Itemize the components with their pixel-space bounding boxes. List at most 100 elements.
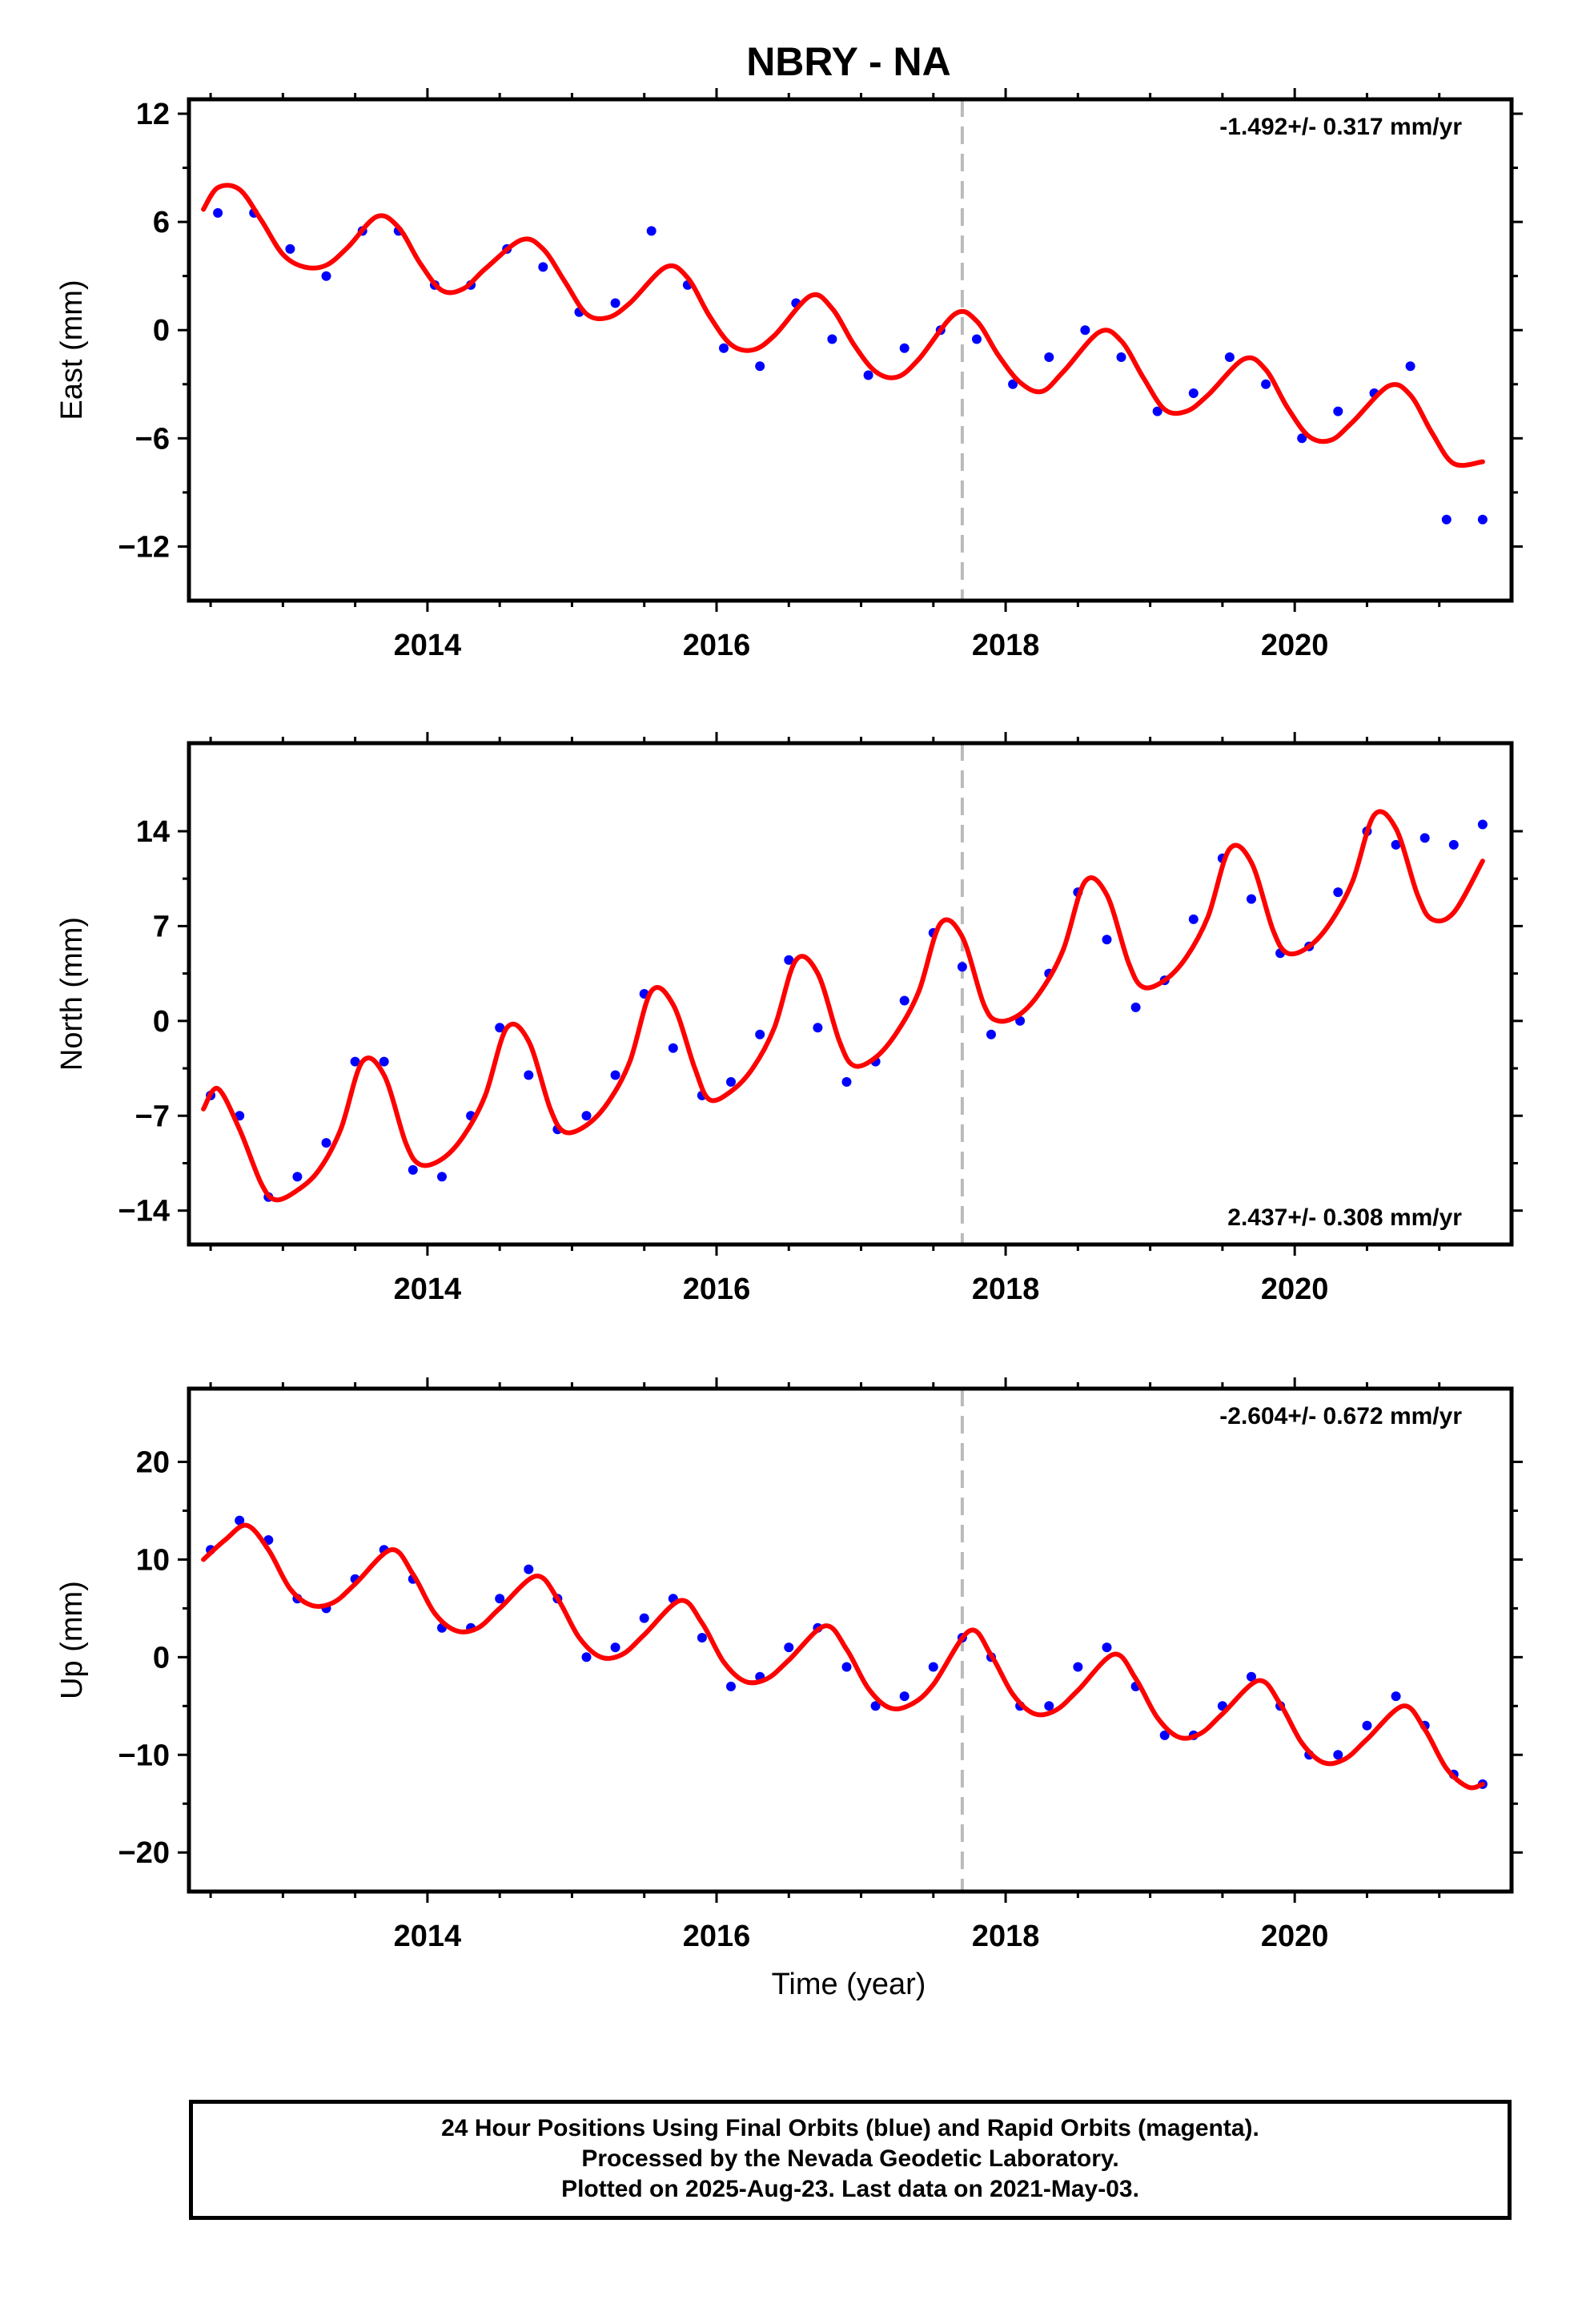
- y-tick-label: −7: [135, 1100, 170, 1133]
- data-point: [1247, 1671, 1256, 1682]
- data-point: [755, 361, 765, 372]
- data-point: [719, 343, 729, 353]
- data-point: [379, 1056, 389, 1067]
- data-point: [524, 1564, 534, 1574]
- data-point: [668, 1043, 678, 1053]
- data-point: [524, 1070, 534, 1080]
- data-point: [285, 243, 295, 254]
- data-point: [1333, 887, 1343, 898]
- data-point: [610, 1642, 620, 1653]
- x-tick-label: 2018: [972, 1920, 1040, 1953]
- x-tick-label: 2014: [394, 1920, 462, 1953]
- data-point: [1261, 379, 1271, 389]
- y-tick-label: −14: [118, 1195, 170, 1228]
- rate-label-east: -1.492+/- 0.317 mm/yr: [1219, 114, 1462, 140]
- data-point: [581, 1652, 592, 1663]
- data-point: [1477, 819, 1488, 830]
- panel-north: 2014 2016 2018 2020 14 7 0 −7 −14 North (mm) 2.437…: [55, 732, 1523, 1306]
- data-point: [899, 1691, 909, 1702]
- fit-curve: [201, 1522, 1485, 1791]
- y-tick-label: 12: [136, 98, 170, 131]
- data-point: [646, 226, 656, 236]
- data-point: [292, 1172, 303, 1182]
- footer-line-3: Plotted on 2025-Aug-23. Last data on 202…: [561, 2176, 1139, 2202]
- data-point: [726, 1681, 736, 1691]
- data-point: [1391, 839, 1401, 850]
- data-point: [784, 955, 794, 965]
- panel-plot-area-up: [201, 1389, 1488, 1892]
- data-point: [1044, 352, 1054, 362]
- data-point: [1102, 935, 1112, 945]
- x-tick-label: 2016: [683, 1920, 751, 1953]
- data-point: [928, 1662, 938, 1672]
- y-axis-label-north: North (mm): [55, 917, 89, 1071]
- data-point: [1130, 1002, 1141, 1012]
- data-point: [870, 1701, 881, 1711]
- data-point: [726, 1077, 736, 1087]
- y-tick-label: −20: [118, 1836, 170, 1870]
- y-tick-label: −12: [118, 530, 170, 564]
- data-point: [1362, 1720, 1372, 1731]
- footer-line-1: 24 Hour Positions Using Final Orbits (bl…: [441, 2115, 1259, 2141]
- footer-line-2: Processed by the Nevada Geodetic Laborat…: [581, 2145, 1119, 2172]
- x-tick-label: 2020: [1261, 1273, 1329, 1306]
- data-point: [1044, 1701, 1054, 1711]
- y-axis-label-east: East (mm): [55, 279, 89, 420]
- data-point: [827, 334, 837, 344]
- data-point: [1080, 325, 1090, 336]
- data-point: [350, 1056, 360, 1067]
- data-point: [1477, 514, 1488, 525]
- x-tick-label: 2014: [394, 629, 462, 662]
- data-point: [1116, 352, 1126, 362]
- panel-frame: [187, 1386, 1514, 1894]
- data-point: [1333, 406, 1343, 416]
- figure-title: NBRY - NA: [746, 39, 951, 84]
- panel-plot-area-north: [201, 743, 1488, 1244]
- data-point: [437, 1172, 447, 1182]
- data-point: [1073, 1662, 1083, 1672]
- x-tick-label: 2016: [683, 629, 751, 662]
- y-tick-label: −6: [135, 422, 170, 456]
- y-tick-label: 6: [153, 206, 170, 239]
- rate-label-north: 2.437+/- 0.308 mm/yr: [1227, 1204, 1462, 1231]
- y-tick-label: 10: [136, 1543, 170, 1577]
- fit-curve: [201, 183, 1485, 468]
- footer-caption-box: 24 Hour Positions Using Final Orbits (bl…: [189, 2100, 1512, 2220]
- data-point: [1159, 1730, 1170, 1740]
- y-tick-label: 0: [153, 1005, 170, 1039]
- data-point: [1152, 406, 1162, 416]
- rate-label-up: -2.604+/- 0.672 mm/yr: [1219, 1403, 1462, 1429]
- data-point: [1297, 433, 1307, 444]
- y-tick-label: 0: [153, 314, 170, 348]
- data-point: [538, 262, 548, 272]
- data-point: [986, 1029, 996, 1039]
- data-point: [1441, 514, 1452, 525]
- data-point: [408, 1164, 418, 1175]
- x-axis-label: Time (year): [772, 1968, 926, 2001]
- data-point: [1419, 833, 1430, 843]
- data-point: [697, 1633, 707, 1642]
- panel-east: 2014 2016 2018 2020 12 6 0 −6 −12 East (mm) -1.492…: [55, 88, 1523, 662]
- panel-frame: [187, 741, 1514, 1247]
- data-point: [1102, 1642, 1112, 1653]
- data-point: [1188, 914, 1199, 924]
- data-point: [610, 298, 620, 308]
- data-point: [972, 334, 982, 344]
- data-point: [1333, 1750, 1343, 1760]
- data-point: [1224, 352, 1235, 362]
- data-point: [1448, 839, 1459, 850]
- data-point: [841, 1662, 852, 1672]
- data-point: [321, 271, 331, 281]
- y-tick-label: 7: [153, 910, 170, 943]
- data-point: [213, 207, 223, 218]
- x-tick-label: 2018: [972, 1273, 1040, 1306]
- y-tick-label: 0: [153, 1641, 170, 1675]
- x-tick-label: 2020: [1261, 1920, 1329, 1953]
- fit-curve: [201, 809, 1485, 1203]
- data-point: [495, 1594, 505, 1604]
- data-point: [899, 995, 909, 1006]
- data-point: [957, 962, 967, 972]
- data-point: [899, 343, 909, 353]
